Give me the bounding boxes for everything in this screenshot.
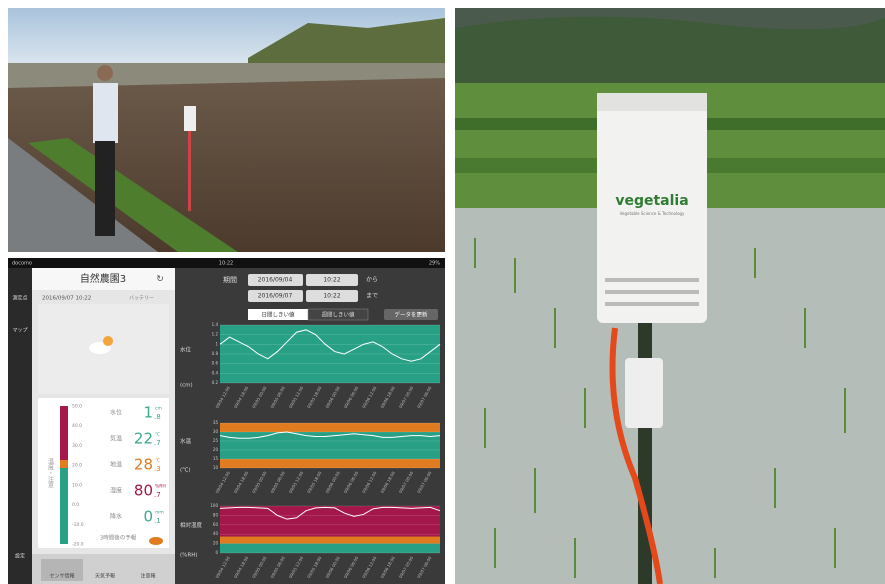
y-tick-label: 30 [213, 429, 219, 434]
timestamp: 2016/09/07 10:22 [42, 296, 91, 302]
y-tick-label: 0.6 [212, 361, 219, 366]
forecast-label: 3時間後の予報 [100, 534, 137, 542]
reading-fraction: .7 [154, 439, 161, 447]
y-tick-label: 35 [213, 420, 219, 425]
reading-unit: ℃ [155, 458, 160, 464]
reading-unit: mm [155, 511, 164, 516]
reading-label: 地温 [110, 461, 122, 469]
gauge-tick: 50.0 [72, 404, 82, 410]
period-label: 期間 [223, 276, 237, 284]
y-tick-label: 20 [213, 447, 219, 452]
brand-tagline: Vegetable Science & Technology [620, 211, 685, 216]
gauge-label: 温度・注意 [47, 457, 54, 488]
y-tick-label: 25 [213, 438, 219, 443]
y-tick-label: 0.8 [212, 351, 219, 356]
data-line [219, 329, 441, 362]
from-date[interactable]: 2016/09/04 [258, 277, 293, 284]
reading-label: 気温 [110, 435, 122, 443]
gauge-tick: 10.0 [72, 482, 82, 488]
from-time[interactable]: 10:22 [323, 277, 340, 284]
y-tick-label: 1 [215, 341, 218, 346]
y-tick-label: 0.2 [212, 380, 219, 385]
reading-label: 湿度 [110, 487, 122, 495]
reading-value: 28 [134, 456, 153, 474]
y-tick-label: 20 [213, 541, 219, 546]
tab[interactable]: センサ情報 [49, 573, 74, 580]
reading-fraction: .3 [154, 465, 161, 473]
y-tick-label: 10 [213, 465, 219, 470]
gauge-tick: -20.0 [72, 542, 84, 548]
nav-item[interactable]: マップ [12, 328, 27, 334]
y-tick-label: 1.2 [212, 332, 219, 337]
carrier: docomo [12, 261, 32, 267]
reading-value: 80 [134, 482, 153, 500]
battery-label: バッテリー [129, 296, 154, 302]
reading-fraction: .1 [154, 517, 161, 525]
toggle[interactable]: 日間しきい値 [261, 311, 295, 319]
app-screenshot: docomo 10:22 29% 測定点 マップ 設定 自然農園3 ↻ 2016… [8, 258, 445, 584]
to-date[interactable]: 2016/09/07 [258, 293, 293, 300]
y-tick-label: 40 [213, 531, 219, 536]
gauge-tick: 30.0 [72, 443, 82, 449]
chart-label: 水位 [180, 346, 192, 354]
chart-unit: (℃) [180, 467, 190, 474]
tab[interactable]: 天気予報 [95, 573, 115, 580]
reading-fraction: .8 [154, 413, 161, 421]
nav-item[interactable]: 測定点 [12, 295, 27, 302]
threshold-band [220, 506, 440, 537]
y-tick-label: 1.4 [212, 322, 219, 327]
reading-unit: %RH [155, 484, 166, 490]
threshold-band [220, 459, 440, 468]
reading-unit: ℃ [155, 432, 160, 438]
gauge-tick: 20.0 [72, 463, 82, 469]
reading-value: 0 [143, 508, 153, 526]
threshold-band [220, 536, 440, 544]
y-tick-label: 15 [213, 456, 219, 461]
toggle[interactable]: 週間しきい値 [321, 311, 355, 319]
nav-item[interactable]: 設定 [15, 553, 25, 560]
reading-label: 降水 [110, 513, 122, 521]
y-tick-label: 100 [210, 503, 218, 508]
paddy-photo: vegetalia Vegetable Science & Technology [455, 8, 885, 584]
data-line [219, 506, 441, 520]
to-suffix: まで [366, 293, 378, 300]
update-button[interactable]: データを更新 [394, 311, 428, 319]
gauge-tick: -10.0 [72, 522, 84, 528]
chart-label: 水温 [180, 437, 192, 445]
y-tick-label: 60 [213, 522, 219, 527]
refresh-icon[interactable]: ↻ [156, 275, 164, 285]
gauge-tick: 0.0 [72, 502, 79, 508]
threshold-band [220, 543, 440, 553]
reading-fraction: .7 [154, 491, 161, 499]
tab[interactable]: 注意報 [140, 573, 155, 580]
y-tick-label: 80 [213, 512, 219, 517]
field-photo [8, 8, 445, 252]
clock: 10:22 [219, 261, 233, 267]
from-suffix: から [366, 277, 378, 284]
reading-label: 水位 [110, 409, 122, 417]
battery: 29% [429, 261, 440, 267]
reading-unit: cm [155, 407, 162, 412]
reading-value: 22 [134, 430, 153, 448]
chart-unit: (%RH) [180, 553, 197, 559]
station-title: 自然農園3 [80, 272, 126, 285]
y-tick-label: 0.4 [212, 370, 219, 375]
chart-unit: (cm) [180, 383, 193, 389]
gauge-tick: 40.0 [72, 423, 82, 429]
data-line [219, 431, 441, 439]
to-time[interactable]: 10:22 [323, 293, 340, 300]
chart-label: 相対湿度 [180, 521, 203, 529]
reading-value: 1 [143, 404, 153, 422]
threshold-band [220, 325, 440, 383]
y-tick-label: 0 [215, 550, 218, 555]
threshold-band [220, 423, 440, 432]
brand-logo: vegetalia [615, 193, 688, 209]
